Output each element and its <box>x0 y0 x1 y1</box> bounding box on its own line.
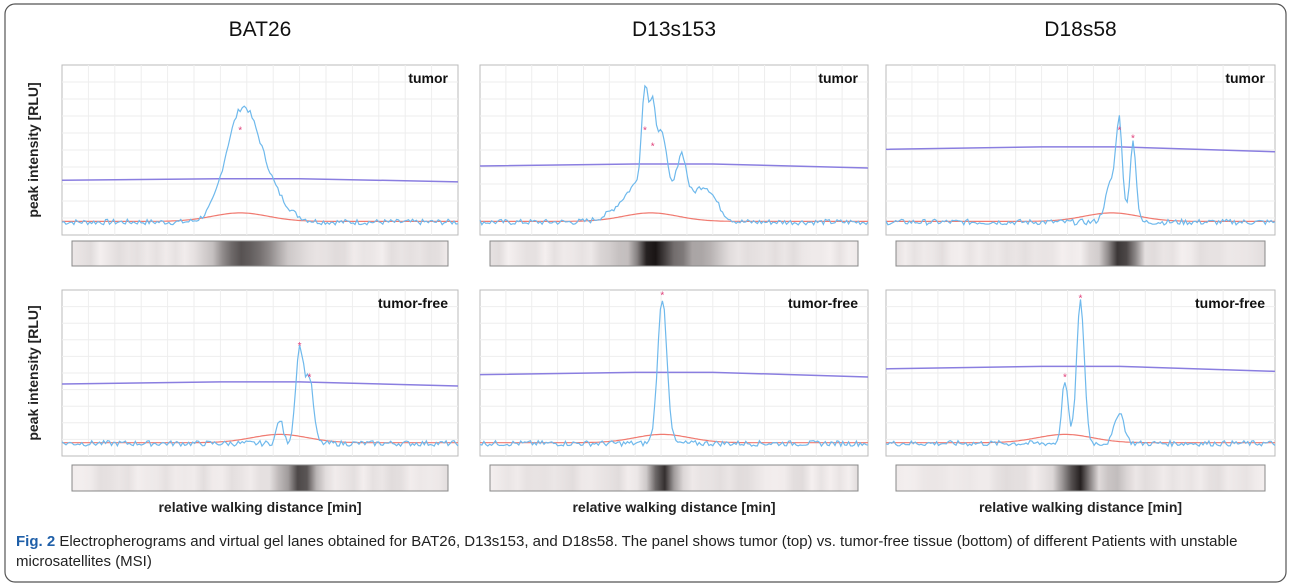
gel-lane <box>490 241 858 266</box>
figure-graphic: BAT26 D13s153 D18s58 peak intensity [RLU] * t… <box>0 0 1292 586</box>
row-label: tumor-free <box>1195 295 1265 311</box>
caption: Fig. 2 Electropherograms and virtual gel… <box>16 532 1278 572</box>
gel-lane <box>490 465 858 491</box>
peak-marker: * <box>308 372 312 383</box>
row-label: tumor <box>408 70 448 86</box>
caption-label: Fig. 2 <box>16 533 55 550</box>
peak-marker: * <box>1079 293 1083 304</box>
peak-marker: * <box>1131 133 1135 144</box>
peak-marker: * <box>1117 125 1121 136</box>
peak-marker: * <box>651 141 655 152</box>
y-axis-label: peak intensity [RLU] <box>25 305 41 440</box>
row-label: tumor-free <box>788 295 858 311</box>
peak-marker: * <box>660 290 664 301</box>
figure: BAT26 D13s153 D18s58 peak intensity [RLU] * t… <box>0 0 1292 586</box>
row-label: tumor-free <box>378 295 448 311</box>
column-title: BAT26 <box>229 18 292 41</box>
x-axis-label: relative walking distance [min] <box>158 499 361 515</box>
row-label: tumor <box>818 70 858 86</box>
caption-text: Electropherograms and virtual gel lanes … <box>16 533 1237 570</box>
x-axis-label: relative walking distance [min] <box>572 499 775 515</box>
y-axis-label: peak intensity [RLU] <box>25 82 41 217</box>
peak-marker: * <box>643 125 647 136</box>
gel-lane <box>72 241 448 266</box>
peak-marker: * <box>238 125 242 136</box>
gel-lane <box>896 465 1265 491</box>
peak-marker: * <box>298 341 302 352</box>
column-title: D18s58 <box>1044 18 1116 41</box>
column-title: D13s153 <box>632 18 716 41</box>
row-label: tumor <box>1225 70 1265 86</box>
gel-lane <box>72 465 448 491</box>
gel-lane <box>896 241 1265 266</box>
x-axis-label: relative walking distance [min] <box>979 499 1182 515</box>
peak-marker: * <box>1063 372 1067 383</box>
